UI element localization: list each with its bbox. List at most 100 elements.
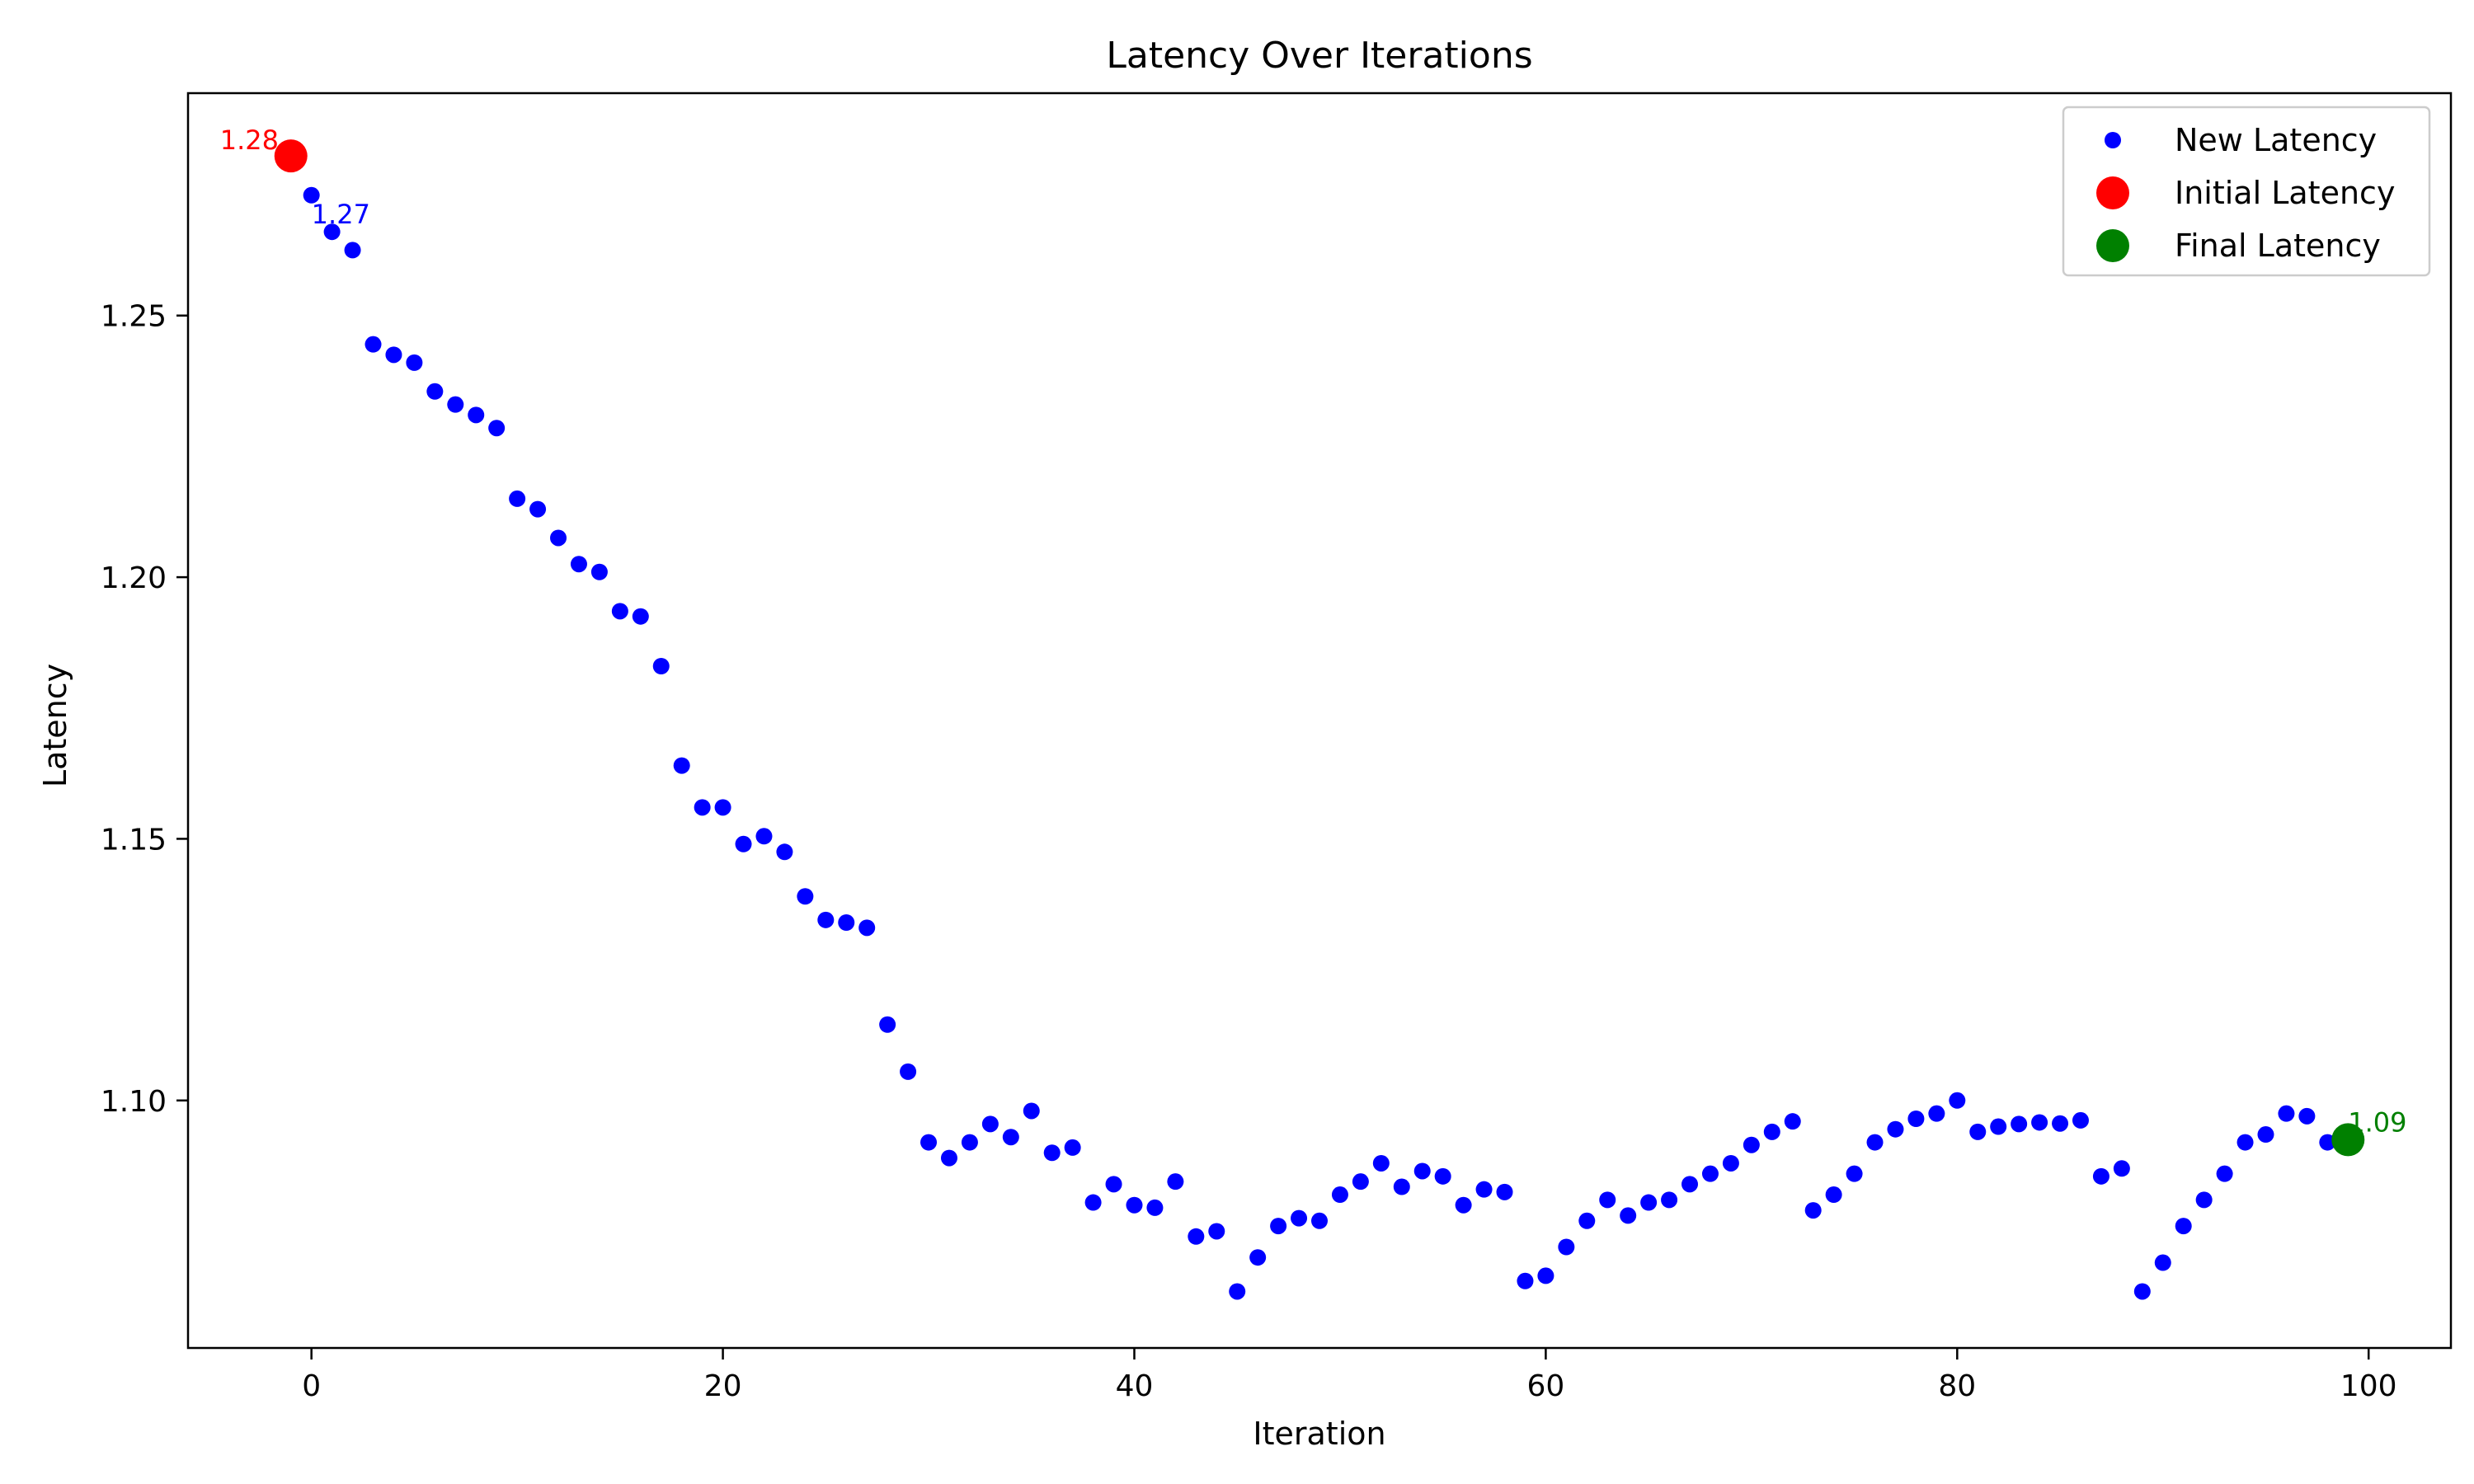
new-latency-point: [1455, 1196, 1472, 1214]
new-latency-point: [981, 1115, 999, 1133]
new-latency-point: [1249, 1249, 1267, 1266]
new-latency-point: [509, 490, 526, 507]
new-latency-point: [1701, 1165, 1719, 1182]
x-tick-label: 20: [704, 1369, 742, 1403]
new-latency-point: [1969, 1123, 1987, 1140]
new-latency-point: [385, 346, 402, 364]
new-latency-point: [1558, 1238, 1575, 1256]
new-latency-point: [488, 420, 506, 437]
legend-marker: [2105, 132, 2121, 148]
new-latency-point: [1475, 1181, 1493, 1198]
x-tick-label: 60: [1526, 1369, 1564, 1403]
new-latency-point: [1578, 1212, 1596, 1229]
new-latency-point: [2298, 1107, 2316, 1125]
new-latency-point: [365, 336, 382, 353]
new-latency-point: [2133, 1283, 2151, 1300]
new-latency-point: [632, 608, 649, 625]
new-latency-point: [1681, 1176, 1699, 1193]
legend-label: Final Latency: [2175, 228, 2381, 264]
new-latency-point: [1084, 1194, 1102, 1211]
new-latency-point: [1352, 1173, 1369, 1190]
new-latency-point: [2052, 1115, 2069, 1132]
new-latency-point: [1434, 1167, 1451, 1185]
new-latency-point: [1928, 1105, 1945, 1122]
legend: New Latency Initial Latency Final Latency: [2062, 106, 2431, 277]
new-latency-point: [1825, 1186, 1842, 1204]
x-tick-label: 80: [1938, 1369, 1976, 1403]
new-latency-point: [1763, 1123, 1780, 1140]
data-annotation: 1.09: [2348, 1106, 2406, 1138]
legend-label: New Latency: [2175, 122, 2377, 158]
new-latency-point: [2092, 1167, 2109, 1185]
new-latency-point: [1599, 1191, 1616, 1209]
new-latency-point: [838, 913, 855, 931]
new-latency-point: [1887, 1120, 1904, 1138]
new-latency-point: [1208, 1223, 1225, 1240]
new-latency-point: [2319, 1134, 2336, 1151]
new-latency-point: [1990, 1118, 2007, 1135]
new-latency-point: [426, 383, 444, 400]
new-latency-point: [1188, 1228, 1205, 1245]
new-latency-point: [2113, 1160, 2130, 1177]
new-latency-point: [1043, 1144, 1061, 1162]
plot-area: 0 20 40 60 80 100 1.10 1.15 1.20 1.25 1.28 1.27 1.09: [101, 92, 2453, 1403]
new-latency-point: [590, 563, 608, 580]
new-latency-point: [1023, 1102, 1040, 1120]
legend-marker: [2096, 229, 2129, 262]
new-latency-point: [344, 242, 361, 259]
new-latency-point: [1167, 1173, 1184, 1190]
new-latency-point: [2195, 1191, 2213, 1209]
new-latency-point: [1949, 1092, 1966, 1109]
new-latency-point: [694, 799, 711, 816]
new-latency-point: [776, 843, 793, 861]
new-latency-point: [2031, 1114, 2048, 1131]
new-latency-point: [1537, 1267, 1554, 1284]
new-latency-point: [1661, 1191, 1678, 1209]
new-latency-point: [1002, 1129, 1019, 1146]
y-tick-label: 1.10: [101, 1085, 167, 1119]
new-latency-point: [1372, 1154, 1390, 1172]
new-latency-point: [1866, 1134, 1884, 1151]
new-latency-point: [468, 406, 485, 424]
new-latency-point: [1413, 1162, 1431, 1180]
initial-latency-point: [274, 139, 308, 173]
x-tick-label: 40: [1116, 1369, 1154, 1403]
new-latency-point: [1517, 1272, 1534, 1289]
new-latency-point: [714, 799, 731, 816]
new-latency-point: [1270, 1218, 1287, 1235]
new-latency-point: [858, 919, 876, 937]
new-latency-point: [611, 603, 628, 620]
new-latency-point: [303, 186, 320, 204]
new-latency-point: [529, 500, 547, 518]
new-latency-point: [406, 354, 423, 371]
new-latency-point: [797, 888, 814, 905]
new-latency-point: [2278, 1105, 2295, 1122]
new-latency-point: [2257, 1126, 2274, 1144]
new-latency-point: [1064, 1139, 1081, 1156]
new-latency-point: [2216, 1165, 2233, 1182]
new-latency-point: [879, 1016, 896, 1033]
legend-box: [2062, 106, 2431, 277]
new-latency-point: [1846, 1165, 1863, 1182]
new-latency-point: [1105, 1176, 1122, 1193]
axes-frame: [186, 92, 2453, 1350]
y-axis-label: Latency: [37, 664, 73, 787]
new-latency-point: [1126, 1196, 1143, 1214]
new-latency-point: [1146, 1199, 1164, 1216]
chart-title: Latency Over Iterations: [1106, 35, 1532, 77]
x-tick-label: 100: [2340, 1369, 2397, 1403]
new-latency-point: [2072, 1111, 2089, 1129]
new-latency-point: [2175, 1218, 2192, 1235]
y-tick-label: 1.15: [101, 823, 167, 857]
new-latency-point: [755, 828, 773, 845]
final-latency-point: [2331, 1123, 2365, 1157]
new-latency-point: [1640, 1194, 1658, 1211]
new-latency-point: [1311, 1212, 1328, 1229]
y-tick-label: 1.25: [101, 300, 167, 334]
new-latency-point: [2236, 1134, 2254, 1151]
new-latency-point: [735, 835, 752, 852]
new-latency-point: [570, 556, 587, 573]
new-latency-point: [961, 1134, 978, 1151]
